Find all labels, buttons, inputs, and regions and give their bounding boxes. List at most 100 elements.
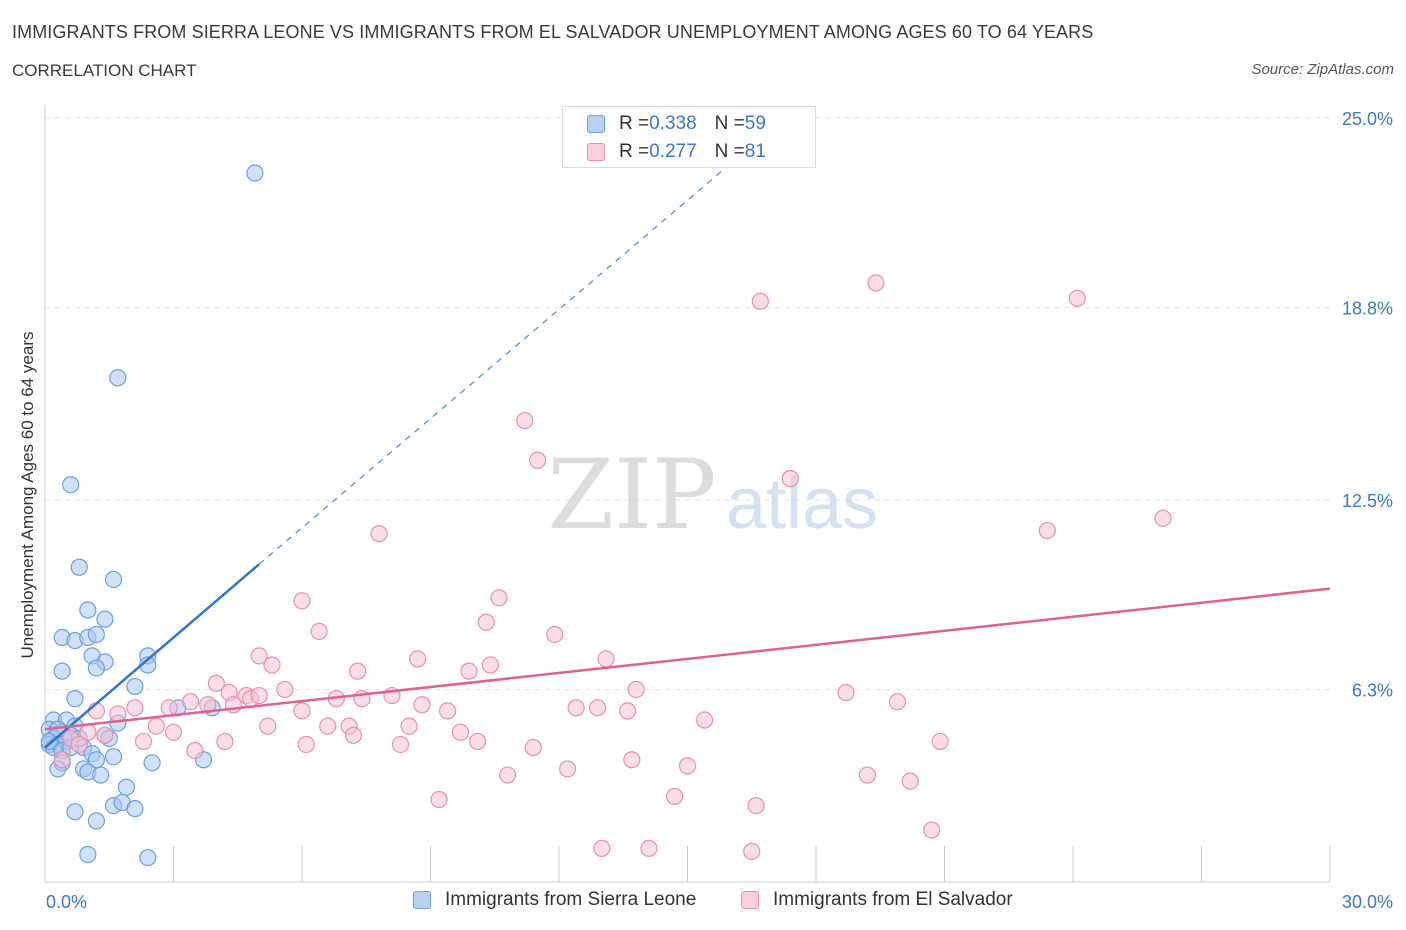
el-salvador-point <box>164 723 183 741</box>
legend-n-value: 81 <box>744 141 766 162</box>
el-salvador-point <box>87 702 106 720</box>
sierra-leone-point <box>53 662 71 680</box>
el-salvador-point <box>888 693 906 711</box>
el-salvador-point <box>216 732 234 751</box>
legend-row-sierra-leone: R = 0.338 N = 59 <box>587 112 766 136</box>
series-el-salvador-points <box>53 274 1172 861</box>
el-salvador-point <box>391 735 410 754</box>
chart-subtitle: CORRELATION CHART <box>12 61 197 80</box>
el-salvador-point <box>250 686 268 705</box>
tick-labels: 6.3% 12.5% 18.8% 25.0% 0.0% 30.0% <box>46 109 1393 912</box>
el-salvador-point <box>207 674 225 692</box>
el-salvador-point <box>524 738 542 757</box>
x-tick-label-max: 30.0% <box>1342 892 1393 912</box>
el-salvador-point <box>931 732 949 751</box>
el-salvador-point <box>297 735 315 754</box>
sierra-leone-point <box>126 677 144 696</box>
sierra-leone-point <box>79 601 97 619</box>
axes <box>44 105 1331 883</box>
bottom-legend-el-salvador: Immigrants from El Salvador <box>741 889 1013 911</box>
sierra-leone-point <box>40 732 58 751</box>
watermark-zip: ZIP <box>547 439 716 551</box>
el-salvador-point <box>1154 509 1172 527</box>
el-salvador-point <box>53 751 71 769</box>
el-salvador-point <box>147 717 165 735</box>
watermark: ZIP atlas <box>547 439 878 551</box>
sierra-leone-point <box>92 766 110 784</box>
sierra-leone-point <box>104 748 123 766</box>
sierra-leone-point <box>246 164 264 182</box>
sierra-leone-point <box>109 369 127 387</box>
el-salvador-point <box>182 693 200 711</box>
legend-row-el-salvador: R = 0.277 N = 81 <box>587 140 766 164</box>
el-salvador-point <box>1038 521 1056 540</box>
legend-r-label: R = <box>619 113 650 134</box>
y-tick-label: 12.5% <box>1342 491 1393 511</box>
bottom-legend-swatch-sierra-leone <box>413 891 431 909</box>
sierra-leone-point <box>87 659 106 677</box>
el-salvador-point <box>400 717 418 735</box>
el-salvador-point <box>409 650 427 668</box>
sierra-leone-point <box>104 570 123 589</box>
sierra-leone-point <box>66 803 84 821</box>
el-salvador-point <box>743 842 761 861</box>
el-salvador-point <box>588 699 607 717</box>
el-salvador-point <box>259 717 277 735</box>
el-salvador-point <box>319 717 337 735</box>
el-salvador-point <box>923 821 941 839</box>
el-salvador-point <box>499 766 517 784</box>
el-salvador-point <box>413 696 431 714</box>
series-sierra-leone-points <box>40 164 264 867</box>
el-salvador-point <box>858 766 877 784</box>
el-salvador-point <box>126 699 144 717</box>
sierra-leone-point <box>126 800 144 818</box>
sierra-leone-point <box>143 754 161 772</box>
bottom-legend-swatch-el-salvador <box>741 891 759 909</box>
el-salvador-point <box>597 650 615 668</box>
el-salvador-point <box>134 732 153 751</box>
el-salvador-point <box>96 726 114 744</box>
el-salvador-point <box>593 839 611 857</box>
el-salvador-point <box>477 613 495 631</box>
legend-r-label: R = <box>619 141 650 162</box>
el-salvador-point <box>263 656 281 674</box>
el-salvador-point <box>696 711 714 729</box>
el-salvador-point <box>70 735 88 754</box>
chart-title: IMMIGRANTS FROM SIERRA LEONE VS IMMIGRAN… <box>12 22 1094 42</box>
sierra-leone-point <box>79 845 97 864</box>
el-salvador-point <box>781 470 799 488</box>
el-salvador-point <box>567 699 585 717</box>
el-salvador-point <box>618 702 637 720</box>
sierra-leone-point <box>66 690 84 708</box>
trend-lines <box>44 163 1331 749</box>
el-salvador-point <box>349 662 367 680</box>
trend-line-sierra-leone <box>44 563 260 749</box>
el-salvador-point <box>666 787 684 806</box>
el-salvador-point <box>747 796 765 815</box>
bottom-legend-label: Immigrants from El Salvador <box>773 889 1013 910</box>
el-salvador-point <box>558 760 577 778</box>
legend-n-label: N = <box>714 141 745 162</box>
legend-swatch-el-salvador <box>587 143 605 161</box>
el-salvador-point <box>293 592 311 610</box>
trend-line-el-salvador <box>44 587 1331 731</box>
el-salvador-point <box>451 723 470 741</box>
el-salvador-point <box>546 625 564 644</box>
y-tick-label: 6.3% <box>1352 680 1393 700</box>
legend-r-value: 0.277 <box>649 141 697 162</box>
el-salvador-point <box>460 662 478 680</box>
el-salvador-point <box>439 702 457 720</box>
el-salvador-point <box>490 589 508 607</box>
el-salvador-point <box>469 732 487 751</box>
el-salvador-point <box>481 656 500 674</box>
el-salvador-point <box>276 680 294 699</box>
el-salvador-point <box>751 292 769 310</box>
el-salvador-point <box>678 757 697 775</box>
legend-swatch-sierra-leone <box>587 115 605 133</box>
el-salvador-point <box>293 702 311 720</box>
sierra-leone-point <box>96 610 114 628</box>
el-salvador-point <box>430 790 448 809</box>
y-tick-label: 25.0% <box>1342 109 1393 129</box>
sierra-leone-point <box>70 558 88 576</box>
